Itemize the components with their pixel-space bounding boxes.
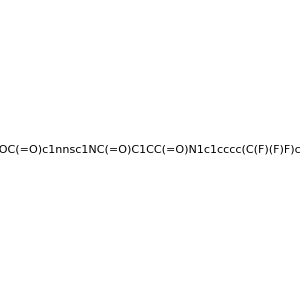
Text: COC(=O)c1nnsc1NC(=O)C1CC(=O)N1c1cccc(C(F)(F)F)c1: COC(=O)c1nnsc1NC(=O)C1CC(=O)N1c1cccc(C(F…: [0, 145, 300, 155]
